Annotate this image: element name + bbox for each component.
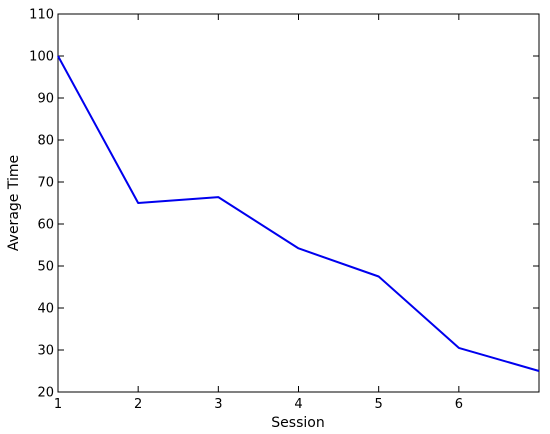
series-group: [57, 55, 540, 372]
x-tick-label: 6: [455, 397, 463, 412]
y-axis-title: Average Time: [6, 155, 22, 251]
x-axis-title: Session: [271, 415, 324, 431]
y-tick-label: 40: [37, 302, 54, 317]
y-tick-label: 30: [37, 344, 54, 359]
y-tick-label: 90: [37, 92, 54, 107]
plot-frame: [57, 13, 540, 393]
y-tick-label: 110: [29, 8, 54, 23]
y-tick-label: 50: [37, 260, 54, 275]
x-tick-label: 1: [54, 397, 62, 412]
x-tick-label: 2: [134, 397, 142, 412]
series-line: [57, 55, 540, 372]
x-tick-label: 5: [375, 397, 383, 412]
axis-tick-labels: 1 2 3 4 5 6 20 30 40 50 60 70 80 90 100 110: [29, 8, 463, 413]
y-tick-label: 20: [37, 386, 54, 401]
x-tick-label: 3: [214, 397, 222, 412]
y-tick-label: 60: [37, 218, 54, 233]
y-tick-label: 70: [37, 176, 54, 191]
axis-ticks: [57, 13, 539, 393]
x-tick-label: 4: [294, 397, 302, 412]
y-tick-label: 80: [37, 134, 54, 149]
y-tick-label: 100: [29, 50, 54, 65]
